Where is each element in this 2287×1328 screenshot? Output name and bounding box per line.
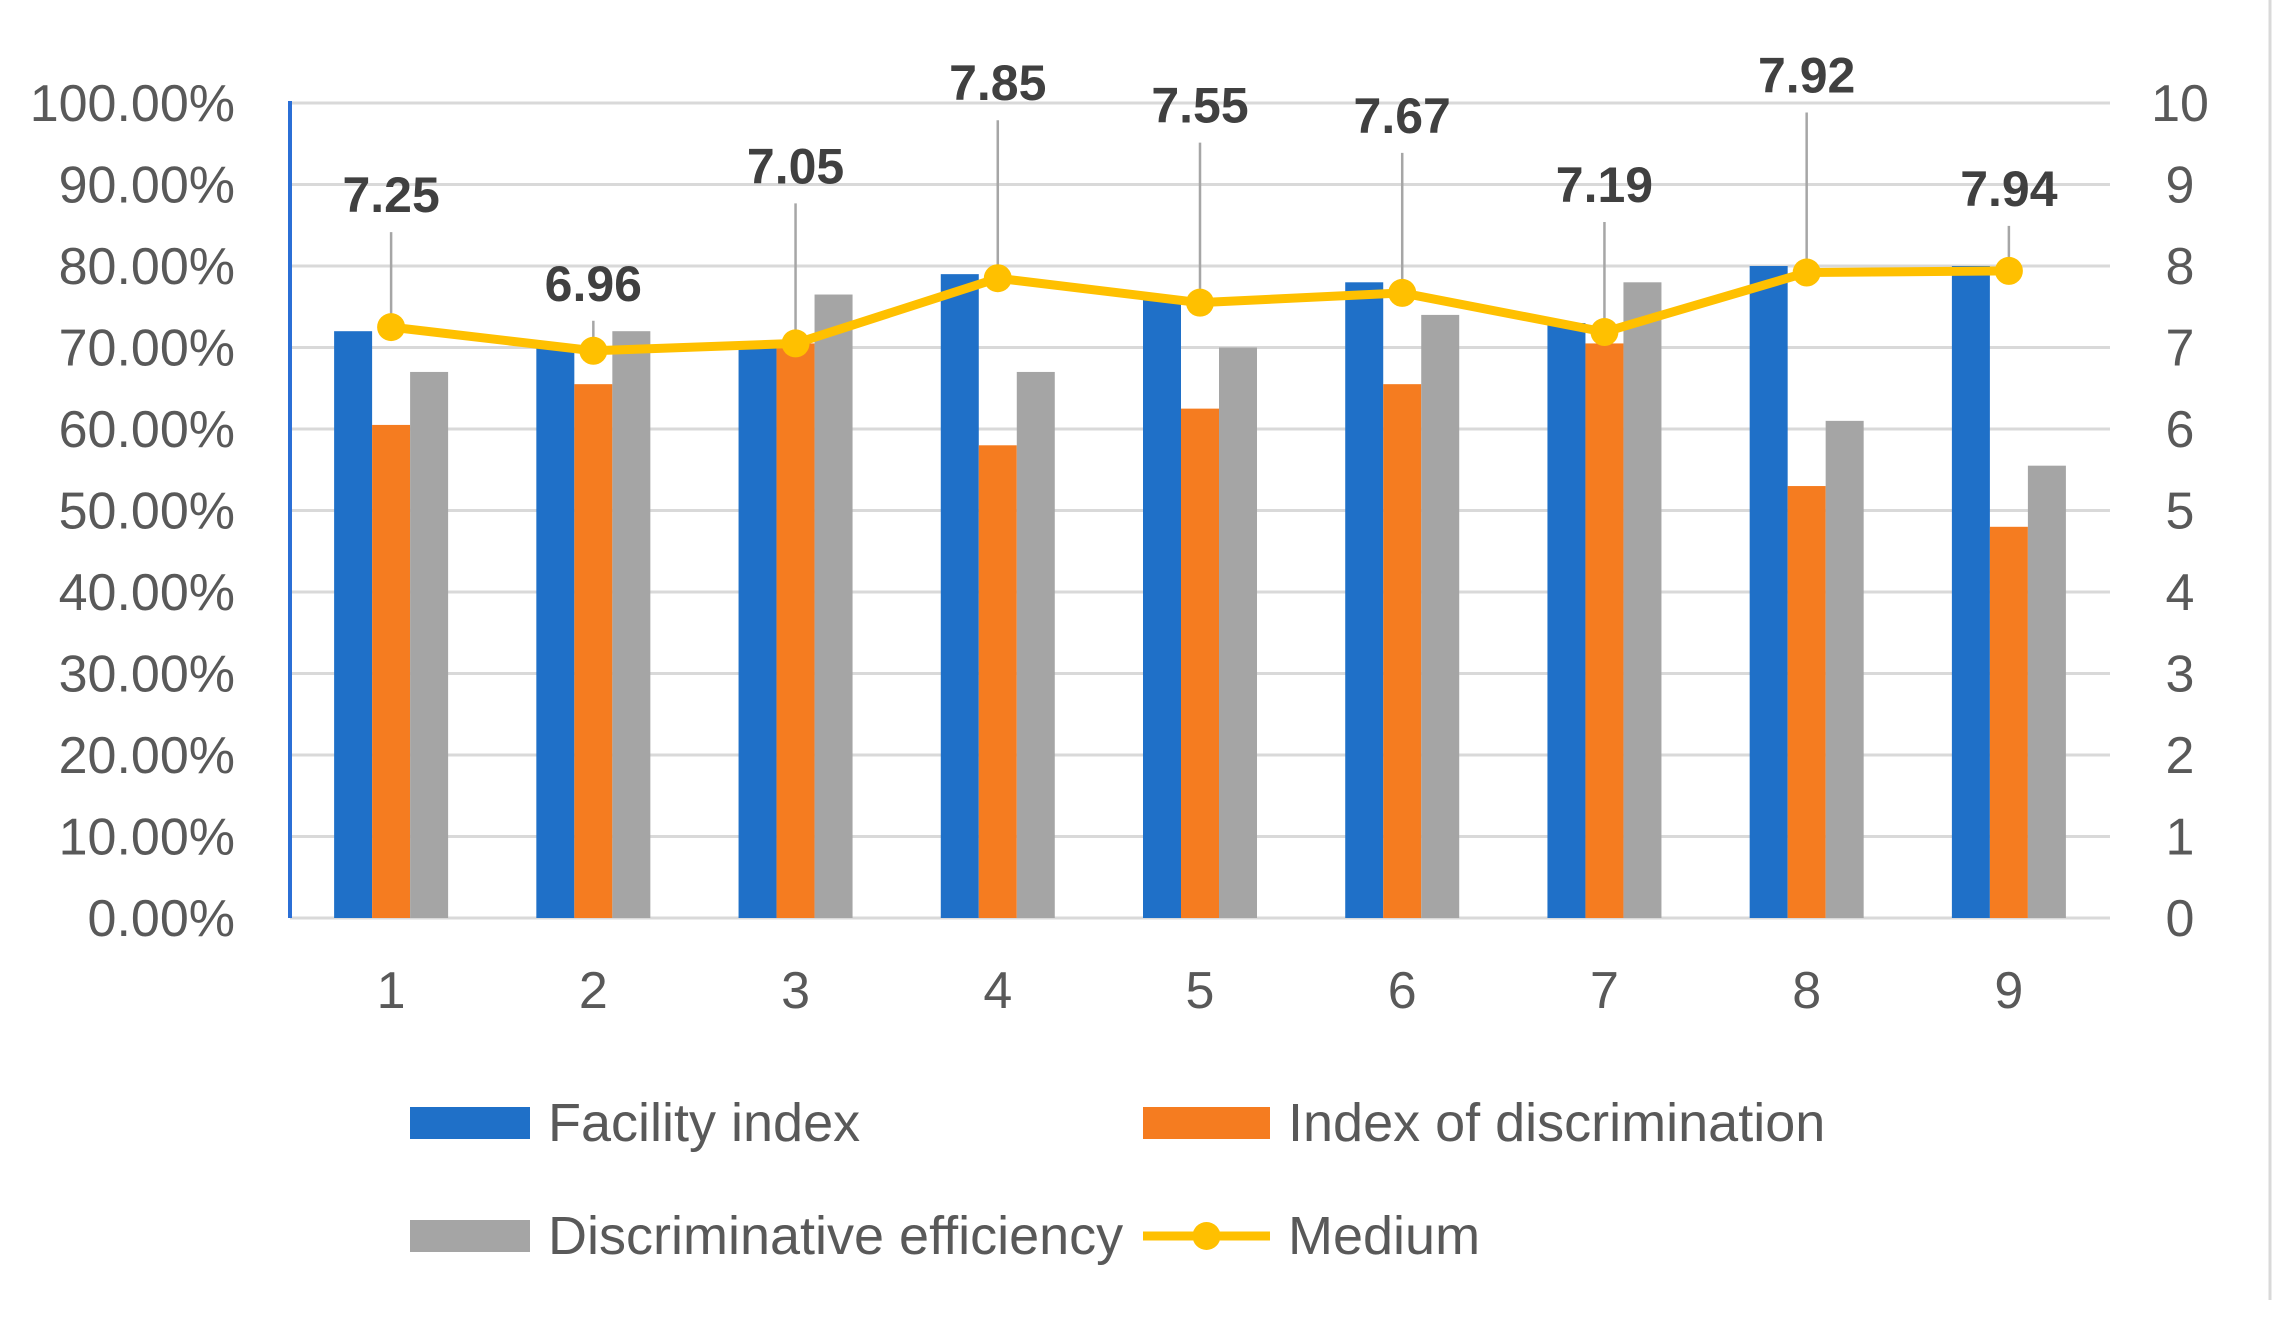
y-left-tick-label: 20.00% [59,727,235,785]
bar [776,343,815,918]
bar [1345,282,1384,918]
data-label: 7.19 [1556,157,1653,213]
x-tick-label: 9 [1994,962,2023,1020]
data-label: 7.85 [949,55,1046,111]
x-tick-label: 4 [983,962,1012,1020]
y-left-tick-label: 70.00% [59,320,235,378]
y-left-tick-label: 100.00% [30,75,235,133]
data-label: 7.92 [1758,48,1855,104]
legend-swatch [410,1220,530,1252]
y-right-tick-label: 10 [2151,75,2209,133]
line-point [1994,256,2023,285]
x-tick-label: 6 [1388,962,1417,1020]
legend-swatch [410,1107,530,1139]
bar [1787,486,1826,918]
legend-swatch-marker [1192,1222,1221,1250]
bar [334,331,373,918]
x-tick-label: 8 [1792,962,1821,1020]
bar [2027,465,2066,918]
bar [1181,408,1219,918]
x-tick-label: 2 [579,962,608,1020]
data-label: 7.67 [1354,88,1451,144]
data-label: 7.94 [1960,161,2058,217]
bar [814,294,853,918]
bar [1749,266,1788,918]
data-label: 7.55 [1151,78,1248,134]
y-right-tick-label: 7 [2166,320,2195,378]
x-tick-label: 5 [1186,962,1215,1020]
y-right-tick-label: 4 [2166,564,2195,622]
y-right-tick-label: 0 [2166,890,2195,948]
bar [1623,282,1662,918]
bar [1421,314,1460,918]
data-label: 7.05 [747,138,844,194]
x-tick-label: 7 [1590,962,1619,1020]
data-label: 7.25 [342,167,439,223]
y-left-tick-label: 40.00% [59,564,235,622]
bar [372,424,411,918]
x-tick-label: 3 [781,962,810,1020]
bar [1951,266,1990,918]
bar [978,445,1017,918]
legend-swatch [1143,1107,1270,1139]
legend-label: Index of discrimination [1288,1093,1825,1153]
y-right-tick-label: 9 [2166,157,2195,215]
x-tick-label: 1 [377,962,406,1020]
y-left-tick-label: 80.00% [59,238,235,296]
bar [940,274,979,918]
bar [1585,343,1624,918]
bar [1143,298,1181,919]
y-right-tick-label: 8 [2166,238,2195,296]
y-right-tick-label: 1 [2166,809,2195,867]
bar [536,347,575,918]
y-left-tick-label: 90.00% [59,157,235,215]
line-point [983,264,1012,293]
y-left-tick-label: 0.00% [88,890,235,948]
legend-label: Medium [1288,1206,1480,1266]
bar [1219,347,1257,918]
line-point [1590,318,1619,347]
y-left-tick-label: 60.00% [59,401,235,459]
y-left-tick-label: 50.00% [59,483,235,541]
bar [410,371,449,918]
bar [738,347,777,918]
y-right-tick-label: 5 [2166,483,2195,541]
bar [1383,384,1422,918]
y-left-tick-label: 30.00% [59,646,235,704]
legend-label: Discriminative efficiency [548,1206,1123,1266]
line-point [1792,258,1821,287]
data-label: 6.96 [545,256,642,312]
bar [574,384,613,918]
line-point [1186,288,1214,317]
y-left-tick-label: 10.00% [59,809,235,867]
y-right-tick-label: 2 [2166,727,2195,785]
line-point [377,313,406,342]
line-point [579,336,608,365]
legend-label: Facility index [548,1093,860,1153]
bar [612,331,651,918]
bar [1016,371,1055,918]
line-point [1388,278,1417,307]
line-point [781,329,810,358]
bar [1825,420,1864,918]
y-right-tick-label: 3 [2166,646,2195,704]
y-right-tick-label: 6 [2166,401,2195,459]
bar [1989,526,2028,918]
bar [1547,323,1586,918]
